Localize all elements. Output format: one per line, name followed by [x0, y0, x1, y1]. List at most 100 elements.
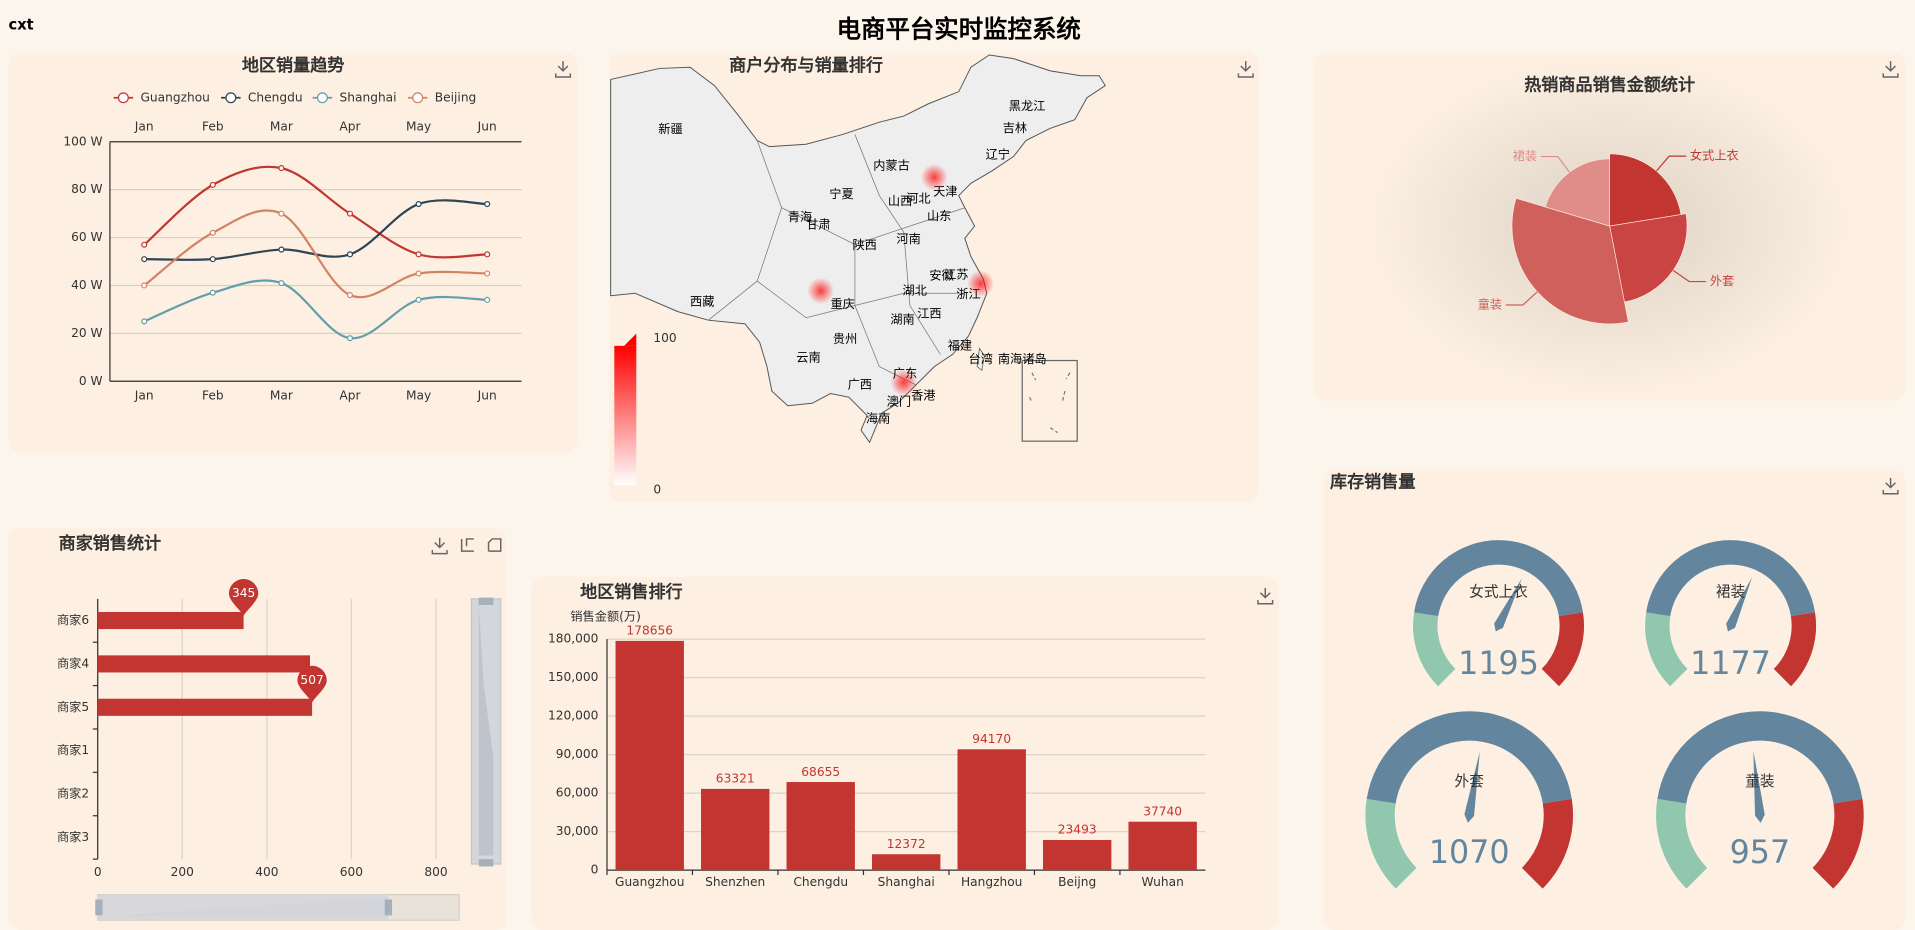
data-point: [415, 270, 422, 277]
chart-title: 热销商品销售金额统计: [1524, 75, 1695, 96]
data-point: [484, 251, 491, 258]
legend-symbol: [225, 92, 237, 104]
legend-symbol: [316, 92, 328, 104]
bar: [957, 749, 1026, 871]
map-outline: [610, 54, 1106, 444]
y-tick-label: 90,000: [556, 747, 599, 761]
panel: [8, 52, 578, 453]
gauge-band: [1366, 711, 1572, 804]
value-label: 63321: [716, 772, 755, 786]
x-tick-label-top: Mar: [270, 120, 294, 134]
pie-slice: [1544, 158, 1610, 227]
data-point: [484, 200, 491, 208]
province-border: [756, 207, 965, 319]
chart-title: 地区销量趋势: [242, 55, 345, 76]
region-label: 吉林: [1003, 121, 1027, 135]
bar: [97, 655, 310, 673]
zoom-slider-h: [97, 894, 389, 921]
value-label: 37740: [1143, 804, 1182, 818]
label-line: [1656, 155, 1687, 172]
gauge-pointer: [1726, 577, 1753, 632]
zoom-shape: [478, 604, 494, 856]
y-tick-label: 商家2: [57, 786, 89, 801]
data-point: [346, 335, 354, 342]
download-icon: [1257, 587, 1274, 605]
x-tick-label: 400: [255, 865, 278, 879]
y-tick-label: 商家3: [57, 829, 89, 844]
data-point: [209, 256, 216, 263]
slice-label: 外套: [1710, 274, 1734, 288]
region-label: 江西: [917, 307, 941, 321]
bar: [786, 782, 855, 871]
region-label: 广西: [848, 377, 872, 391]
island: [976, 347, 985, 371]
region-label: 云南: [796, 350, 820, 365]
chart-title: 地区销售排行: [580, 582, 683, 603]
x-tick-label: Feb: [202, 388, 224, 402]
x-tick-label: 0: [94, 865, 102, 879]
gauge-name: 外套: [1455, 773, 1485, 790]
legend-symbol: [117, 92, 129, 104]
region-label: 青海: [788, 209, 812, 224]
label-line: [1672, 269, 1707, 283]
slice-label: 裙装: [1513, 149, 1537, 163]
data-point: [209, 181, 216, 188]
region-label: 西藏: [690, 294, 714, 308]
y-tick-label: 30,000: [556, 824, 599, 838]
visual-map-max: 100: [653, 331, 676, 345]
zoom-handle: [478, 597, 494, 605]
user-name: cxt: [9, 17, 34, 34]
gauge-value: 957: [1730, 835, 1791, 871]
x-tick-label: Chengdu: [793, 875, 848, 889]
gauge-name: 裙装: [1716, 584, 1746, 601]
region-label: 海南: [866, 411, 890, 426]
region-label: 江苏: [944, 266, 968, 281]
download-icon: [1882, 61, 1899, 78]
data-point: [209, 229, 216, 236]
region-label: 辽宁: [986, 147, 1010, 162]
region-label: 河南: [896, 231, 920, 246]
slice-label: 女式上衣: [1690, 148, 1739, 163]
x-tick-label: Guangzhou: [615, 875, 684, 889]
pie-slice: [1511, 197, 1629, 325]
chart-title: 商家销售统计: [59, 533, 162, 554]
region-label: 湖南: [890, 312, 914, 327]
chart-title: 库存销售量: [1330, 472, 1415, 493]
data-point: [415, 251, 422, 258]
region-label: 山西: [888, 194, 912, 208]
gauge-value: 1070: [1429, 835, 1510, 871]
data-point: [278, 246, 285, 253]
data-point: [141, 282, 148, 289]
gauge-pointer: [1753, 751, 1765, 823]
bar: [615, 640, 684, 871]
x-tick-label: Jan: [134, 388, 154, 402]
gauge-band: [1812, 798, 1864, 889]
value-label: 23493: [1058, 823, 1097, 837]
data-point: [141, 318, 148, 325]
y-tick-label: 40 W: [71, 278, 102, 292]
x-tick-label: Jun: [477, 388, 497, 402]
x-tick-label: May: [406, 388, 431, 402]
gauge-band: [1541, 612, 1584, 687]
page-title: 电商平台实时监控系统: [837, 15, 1081, 44]
effect-point: [920, 163, 948, 191]
y-tick-label: 100 W: [63, 134, 102, 148]
y-axis-label: 销售金额(万): [570, 609, 641, 624]
y-tick-label: 80 W: [71, 182, 102, 196]
download-icon: [1882, 477, 1899, 495]
region-label: 重庆: [830, 297, 854, 311]
x-tick-label: 200: [171, 865, 194, 879]
zoom-handle: [478, 859, 494, 867]
value-label: 68655: [801, 765, 840, 779]
region-label: 内蒙古: [873, 158, 910, 173]
data-point: [415, 296, 422, 303]
y-tick-label: 150,000: [548, 670, 598, 684]
y-tick-label: 60 W: [71, 230, 102, 244]
data-point: [278, 165, 285, 172]
pie-slice: [1609, 213, 1688, 303]
y-tick-label: 120,000: [548, 709, 598, 723]
y-tick-label: 商家1: [57, 742, 89, 757]
bar: [97, 698, 313, 716]
data-point: [209, 289, 216, 296]
x-tick-label: Shanghai: [878, 875, 935, 889]
